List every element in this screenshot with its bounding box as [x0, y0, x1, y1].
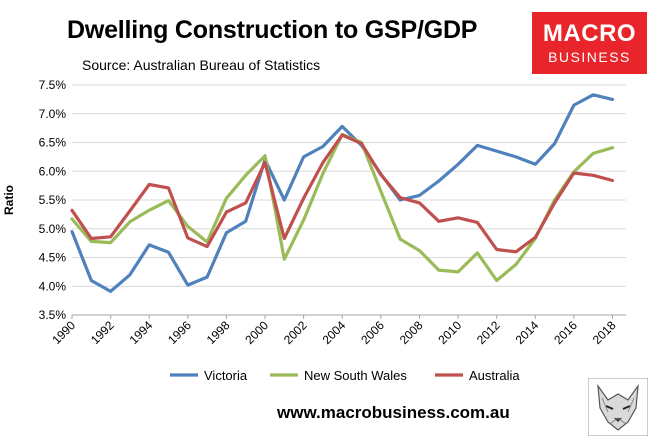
x-tick-label: 2010: [435, 318, 464, 347]
x-tick-label: 2000: [242, 318, 271, 347]
series-line-new-south-wales: [70, 132, 615, 283]
wolf-logo-icon: [588, 378, 648, 436]
logo-line-2: BUSINESS: [548, 49, 631, 65]
website-url[interactable]: www.macrobusiness.com.au: [277, 403, 510, 422]
chart-source: Source: Australian Bureau of Statistics: [82, 57, 321, 73]
series-line-victoria: [70, 93, 615, 293]
legend-label: Australia: [469, 368, 520, 383]
y-tick-label: 5.0%: [39, 222, 67, 236]
x-tick-label: 1998: [204, 318, 233, 347]
x-tick-label: 2008: [397, 318, 426, 347]
x-tick-label: 2004: [320, 318, 349, 347]
x-tick-label: 1992: [88, 318, 117, 347]
y-tick-label: 4.0%: [39, 279, 67, 293]
chart-title: Dwelling Construction to GSP/GDP: [67, 16, 478, 44]
y-tick-label: 6.0%: [39, 164, 67, 178]
y-tick-label: 6.5%: [39, 136, 67, 150]
x-tick-label: 1996: [165, 318, 194, 347]
legend-label: New South Wales: [304, 368, 407, 383]
series-line-australia: [70, 133, 615, 254]
x-tick-label: 2012: [474, 318, 503, 347]
y-tick-label: 4.5%: [39, 251, 67, 265]
macrobusiness-logo: MACRO BUSINESS: [532, 12, 647, 74]
x-tick-label: 1990: [49, 318, 78, 347]
x-tick-label: 2006: [358, 318, 387, 347]
logo-line-1: MACRO: [542, 20, 637, 47]
y-tick-label: 7.5%: [39, 78, 67, 92]
x-tick-label: 2014: [513, 318, 542, 347]
legend-label: Victoria: [204, 368, 248, 383]
x-tick-label: 2016: [551, 318, 580, 347]
y-tick-label: 7.0%: [39, 107, 67, 121]
y-tick-label: 5.5%: [39, 193, 67, 207]
y-tick-label: 3.5%: [39, 308, 67, 322]
x-tick-label: 2018: [590, 318, 619, 347]
x-tick-label: 2002: [281, 318, 310, 347]
x-tick-label: 1994: [127, 318, 156, 347]
